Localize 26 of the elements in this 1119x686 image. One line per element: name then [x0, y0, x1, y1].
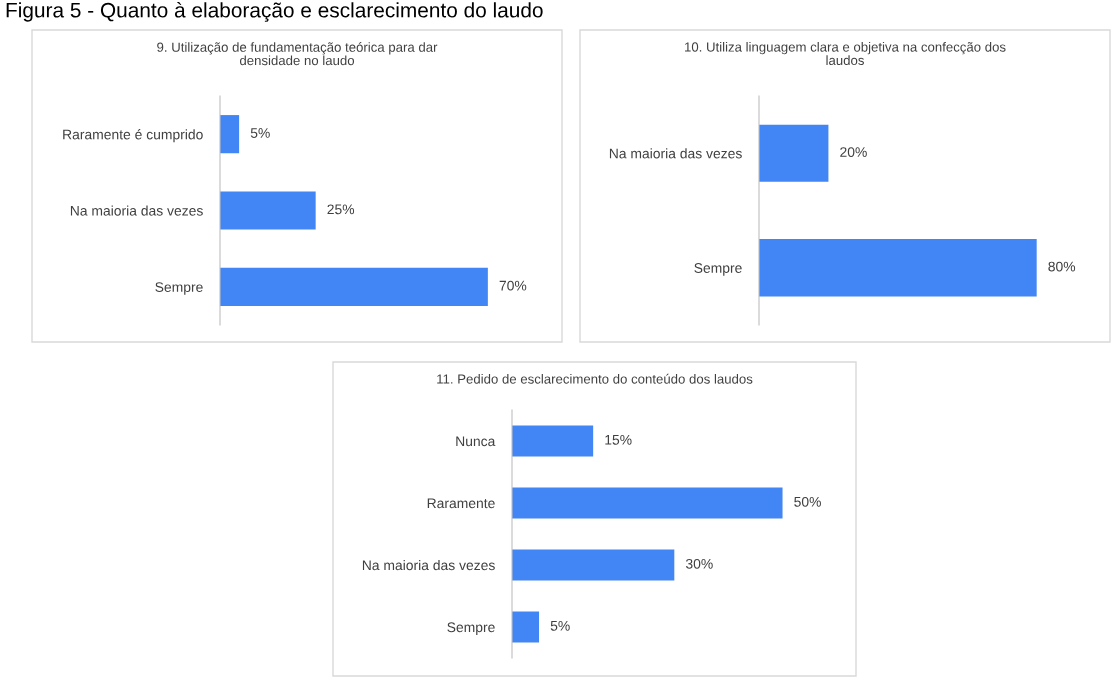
y-tick-label: Sempre: [447, 622, 495, 635]
data-label: 25%: [327, 204, 355, 215]
chart-subtitle: 9. Utilização de fundamentação teórica para dar densidade no laudo: [157, 42, 438, 66]
data-label: 70%: [499, 280, 527, 291]
data-label: 20%: [840, 147, 867, 157]
bar: [512, 425, 594, 457]
data-label: 50%: [794, 496, 821, 507]
y-tick-label: Na maioria das vezes: [362, 559, 495, 571]
y-tick-label: Raramente é cumprido: [63, 129, 203, 143]
y-tick-label: Raramente: [427, 498, 495, 509]
bar: [512, 549, 675, 581]
chart-subtitle: 10. Utiliza linguagem clara e objetiva na confecção dos laudos: [685, 42, 1006, 66]
y-tick-label: Nunca: [456, 436, 496, 447]
data-label: 80%: [1048, 261, 1076, 272]
data-label: 15%: [605, 434, 632, 445]
bar: [512, 487, 783, 519]
y-tick-label: Na maioria das vezes: [609, 148, 742, 159]
y-tick-label: Sempre: [694, 263, 742, 276]
data-label: 30%: [685, 558, 713, 569]
y-tick-label: Sempre: [155, 282, 203, 295]
bar: [512, 611, 540, 643]
y-tick-label: Na maioria das vezes: [70, 205, 203, 216]
chart-title: Figura 5 - Quanto à elaboração e esclarecimento do laudo: [6, 2, 543, 22]
chart-subtitle: 11. Pedido de esclarecimento do conteúdo dos laudos: [437, 373, 753, 384]
data-label: 5%: [550, 620, 570, 631]
data-label: 5%: [250, 128, 270, 138]
